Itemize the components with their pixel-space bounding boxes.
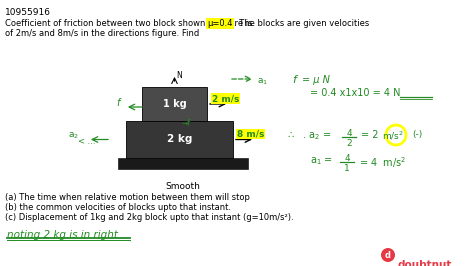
Text: = μ N: = μ N xyxy=(302,75,330,85)
Text: < ...: < ... xyxy=(78,138,95,147)
Text: f: f xyxy=(116,98,119,108)
Bar xyxy=(142,87,207,121)
Text: 2 kg: 2 kg xyxy=(167,135,192,144)
Text: →f: →f xyxy=(182,119,191,128)
Text: Smooth: Smooth xyxy=(165,182,201,191)
Text: a$_2$: a$_2$ xyxy=(68,130,79,141)
Text: 4: 4 xyxy=(346,129,352,138)
Text: (c) Displacement of 1kg and 2kg block upto that instant (g=10m/s²).: (c) Displacement of 1kg and 2kg block up… xyxy=(5,213,293,222)
Text: ∴: ∴ xyxy=(287,130,293,140)
Bar xyxy=(126,121,233,158)
Text: 2 m/s: 2 m/s xyxy=(212,94,239,103)
Text: m/s$^2$: m/s$^2$ xyxy=(382,130,404,142)
Text: (b) the common velocities of blocks upto that instant.: (b) the common velocities of blocks upto… xyxy=(5,203,231,212)
Circle shape xyxy=(381,248,395,262)
Text: 8 m/s: 8 m/s xyxy=(237,130,264,139)
Text: a$_1$: a$_1$ xyxy=(257,77,268,87)
Text: . The blocks are given velocities: . The blocks are given velocities xyxy=(234,19,369,28)
Text: d: d xyxy=(385,251,391,260)
Text: of 2m/s and 8m/s in the directions figure. Find: of 2m/s and 8m/s in the directions figur… xyxy=(5,29,199,38)
Text: 1 kg: 1 kg xyxy=(163,99,186,109)
Text: μ=0.4: μ=0.4 xyxy=(208,19,233,28)
Text: doubtnut: doubtnut xyxy=(398,260,452,266)
Text: N: N xyxy=(176,71,182,80)
Text: 4: 4 xyxy=(344,154,350,163)
Text: (-): (-) xyxy=(412,130,422,139)
Text: = 0.4 x1x10 = 4 N: = 0.4 x1x10 = 4 N xyxy=(310,88,401,98)
Text: = 4  m/s$^2$: = 4 m/s$^2$ xyxy=(359,155,406,170)
Text: a$_1$ =: a$_1$ = xyxy=(310,155,333,167)
Text: noting 2 kg is in right: noting 2 kg is in right xyxy=(7,230,118,240)
Text: . a$_2$ =: . a$_2$ = xyxy=(302,130,331,142)
Text: 1: 1 xyxy=(344,164,350,173)
Text: (a) The time when relative motion between them will stop: (a) The time when relative motion betwee… xyxy=(5,193,250,202)
Text: 2: 2 xyxy=(346,139,352,148)
Text: f: f xyxy=(292,75,296,85)
Bar xyxy=(118,158,248,169)
Text: Coefficient of friction between two block shown in figure is: Coefficient of friction between two bloc… xyxy=(5,19,255,28)
Text: 10955916: 10955916 xyxy=(5,8,51,17)
Text: = 2: = 2 xyxy=(361,130,379,140)
